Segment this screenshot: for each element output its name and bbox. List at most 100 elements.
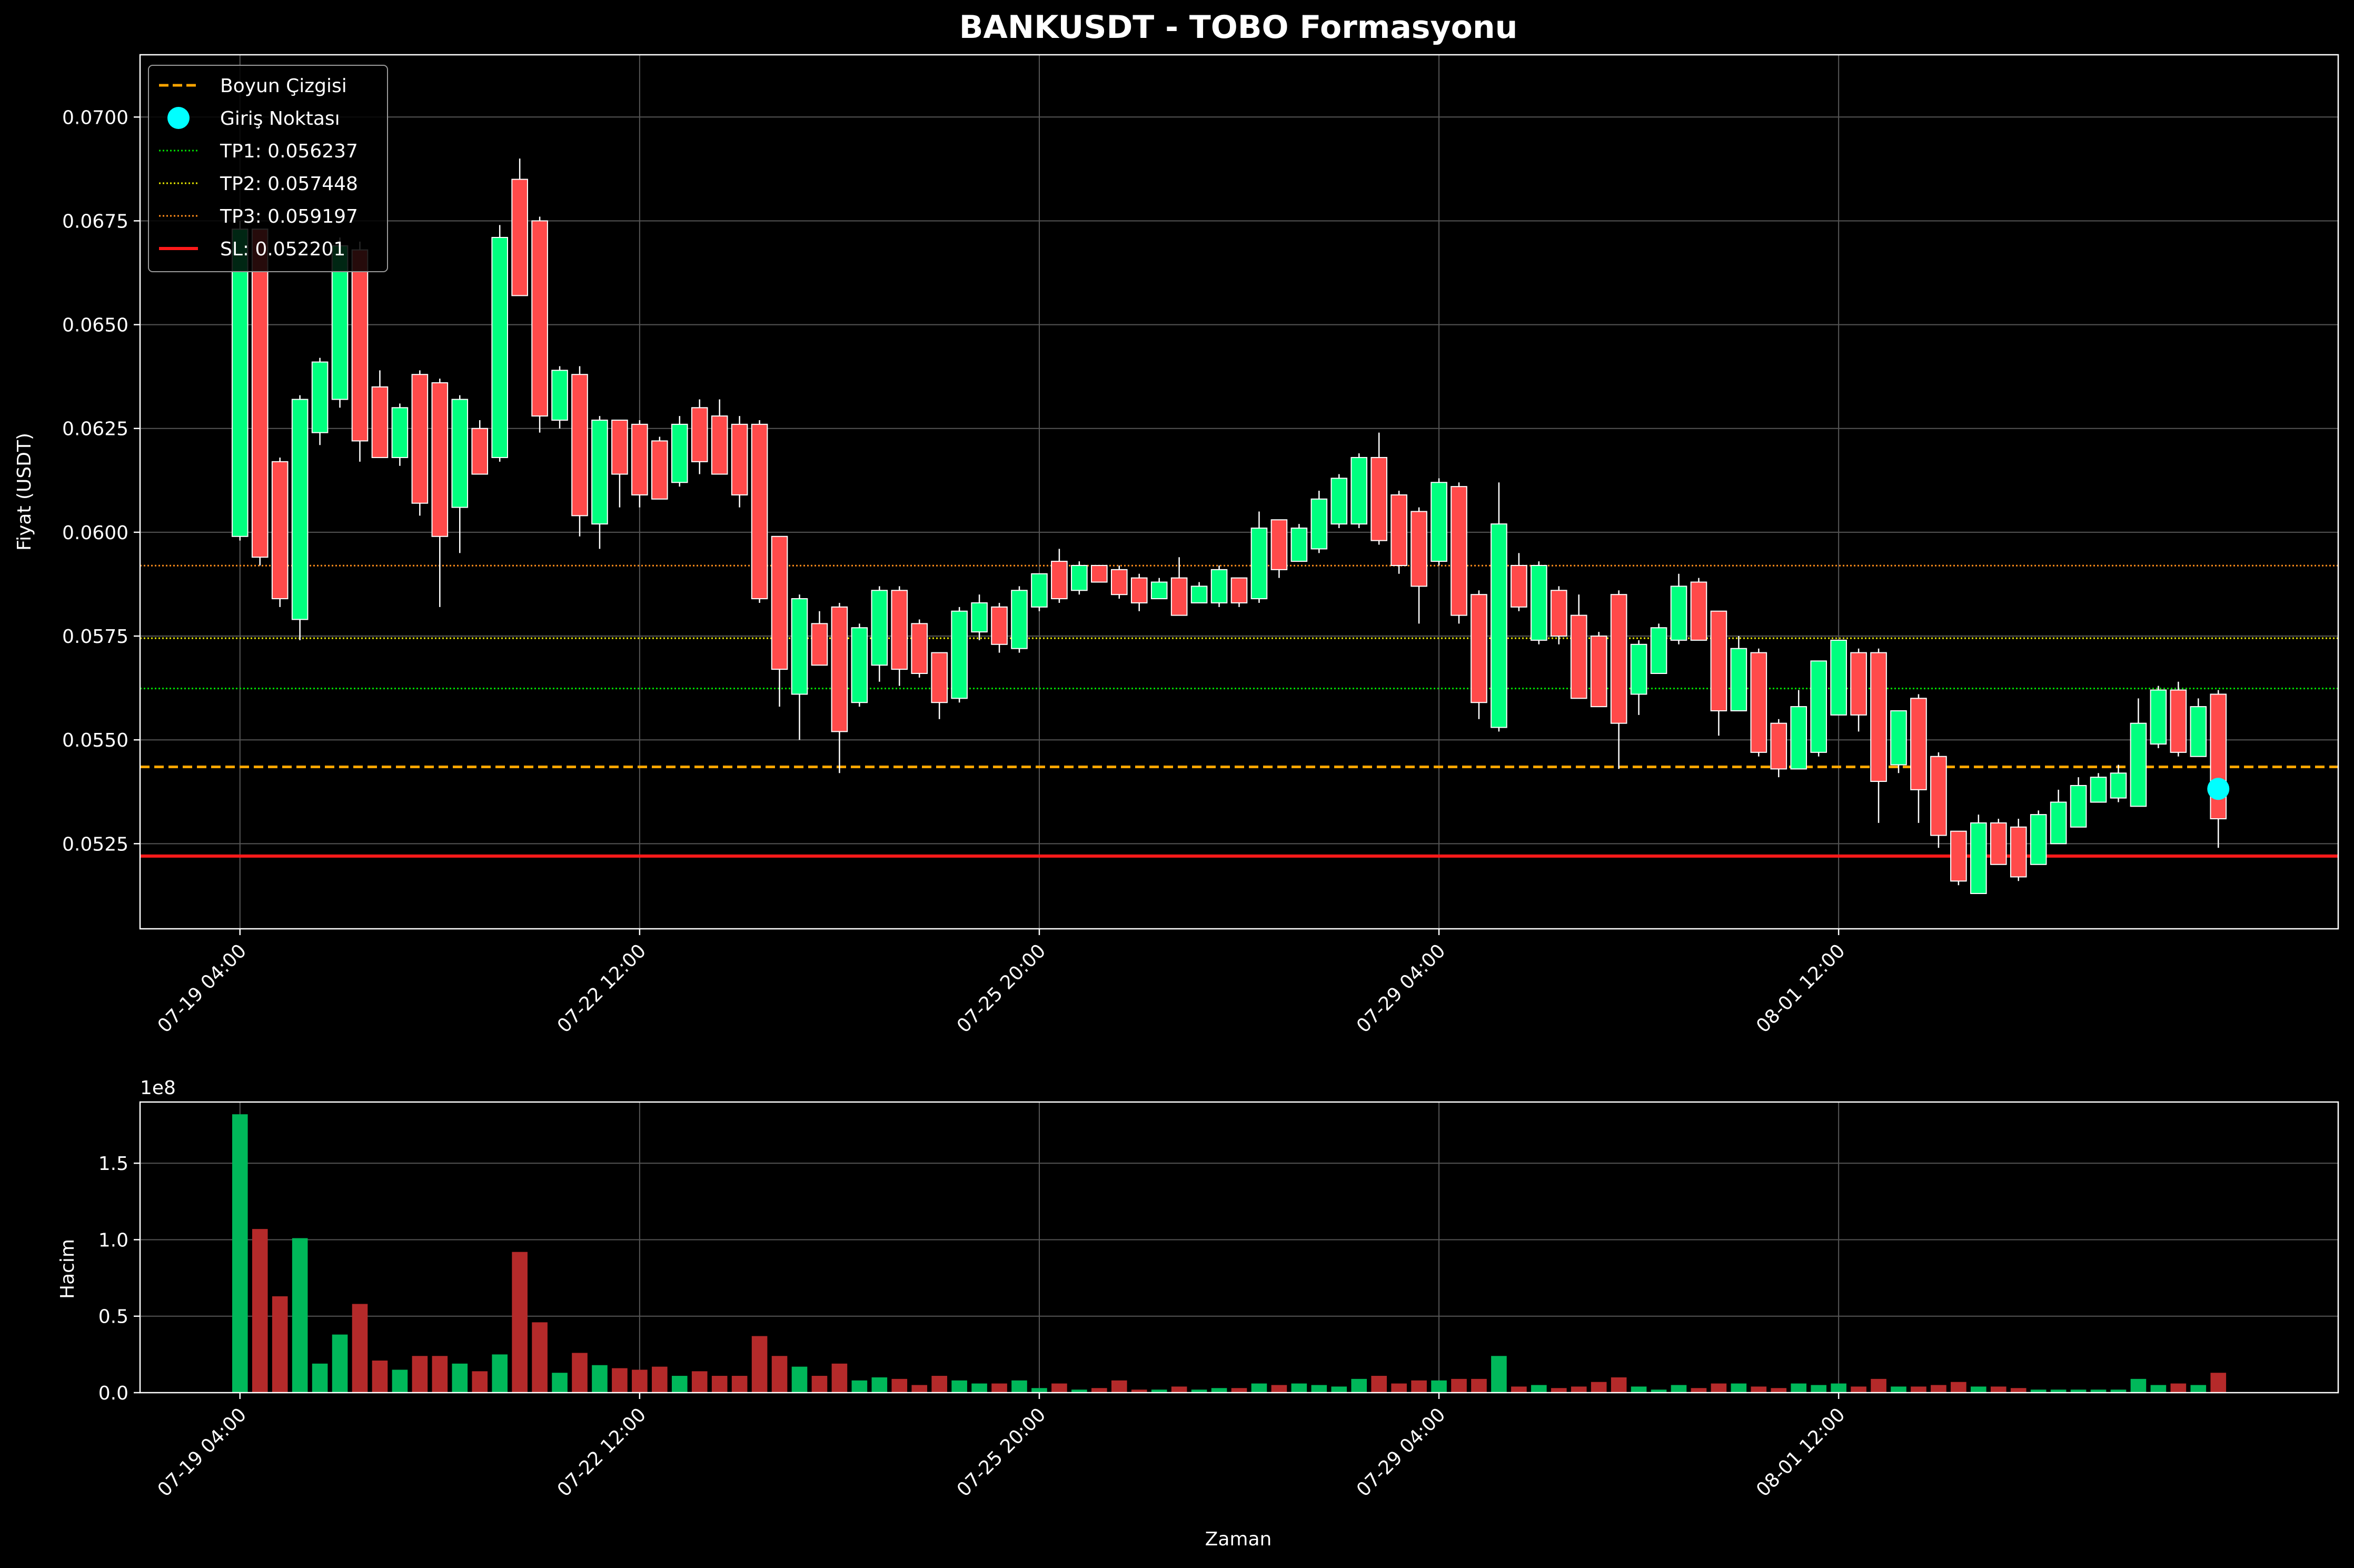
volume-bar xyxy=(452,1363,468,1393)
candle-body-down xyxy=(1870,652,1887,782)
candle-body-up xyxy=(2130,722,2147,807)
candle-body-down xyxy=(1950,830,1967,882)
candle-body-down xyxy=(1451,486,1467,616)
volume-bar xyxy=(272,1296,288,1393)
candle-body-up xyxy=(1491,523,1507,728)
volume-bar xyxy=(472,1371,488,1393)
candle-body-up xyxy=(1890,710,1907,766)
volume-bar xyxy=(831,1363,848,1393)
candle-body-down xyxy=(1590,636,1607,708)
price-y-tick-label: 0.0525 xyxy=(62,833,128,855)
volume-bar xyxy=(1051,1383,1067,1393)
candle-body-up xyxy=(1630,643,1647,695)
price-y-axis-label: Fiyat (USDT) xyxy=(14,433,35,551)
volume-bar xyxy=(1371,1376,1387,1393)
volume-bar xyxy=(1111,1380,1127,1393)
volume-bar xyxy=(1871,1378,1886,1393)
candle-body-down xyxy=(1110,569,1128,596)
volume-bar xyxy=(1951,1382,1966,1393)
volume-bar xyxy=(1411,1380,1427,1393)
candle-body-down xyxy=(1910,698,1927,790)
candle-body-down xyxy=(931,652,948,703)
candle-body-up xyxy=(1150,581,1168,600)
candle-body-up xyxy=(1790,706,1807,770)
volume-bar xyxy=(1751,1386,1767,1393)
volume-bar xyxy=(1451,1378,1467,1393)
candle-body-up xyxy=(791,598,808,695)
volume-bar xyxy=(1651,1390,1667,1393)
candle-body-down xyxy=(1270,519,1288,570)
volume-bar xyxy=(372,1360,388,1393)
volume-bar xyxy=(1531,1385,1547,1393)
legend-label-tp1: TP1: 0.056237 xyxy=(220,141,358,162)
volume-bar xyxy=(1771,1388,1787,1393)
candle-body-up xyxy=(451,399,469,508)
price-y-tick-label: 0.0625 xyxy=(62,419,128,440)
price-y-tick-label: 0.0575 xyxy=(62,626,128,648)
volume-bar xyxy=(592,1365,608,1393)
candle-body-up xyxy=(951,610,968,699)
candle-body-up xyxy=(671,423,688,483)
candle-body-down xyxy=(891,590,908,670)
candle-body-down xyxy=(571,374,588,517)
volume-bar xyxy=(811,1376,828,1393)
candle-body-up xyxy=(1290,528,1308,562)
candle-body-up xyxy=(231,229,249,537)
volume-bar xyxy=(1131,1390,1147,1393)
candle-body-down xyxy=(2210,693,2227,820)
volume-offset-label: 1e8 xyxy=(140,1077,176,1099)
candle-body-up xyxy=(1210,569,1228,603)
volume-bar xyxy=(711,1376,728,1393)
legend-label-tp3: TP3: 0.059197 xyxy=(220,206,358,227)
candle-body-down xyxy=(1370,456,1387,541)
volume-bar xyxy=(791,1366,808,1393)
volume-bar xyxy=(292,1238,308,1393)
candle-body-up xyxy=(2030,814,2047,865)
volume-bar xyxy=(232,1114,248,1393)
volume-bar xyxy=(1251,1383,1267,1393)
candle-body-down xyxy=(1930,756,1947,836)
volume-bar xyxy=(2150,1385,2167,1393)
candle-body-down xyxy=(651,440,668,500)
candle-body-up xyxy=(1531,564,1547,641)
volume-bar xyxy=(532,1322,548,1393)
candle-body-down xyxy=(1750,652,1767,753)
volume-bar xyxy=(1231,1388,1247,1393)
volume-bar xyxy=(1611,1377,1627,1393)
volume-bar xyxy=(572,1353,588,1393)
volume-bar xyxy=(871,1377,888,1393)
volume-bar xyxy=(652,1366,668,1393)
candle-body-down xyxy=(831,606,848,732)
candle-body-up xyxy=(1350,456,1368,525)
candle-body-down xyxy=(1850,652,1867,716)
candle-body-up xyxy=(1071,564,1088,591)
candle-body-down xyxy=(751,423,768,600)
volume-bar xyxy=(1591,1382,1607,1393)
volume-bar-series xyxy=(232,1114,2227,1393)
candle-body-down xyxy=(811,623,828,666)
volume-bar xyxy=(512,1252,528,1393)
price-y-tick-label: 0.0600 xyxy=(62,522,128,544)
candle-body-up xyxy=(291,399,309,620)
volume-bar xyxy=(731,1376,748,1393)
volume-bar xyxy=(1931,1385,1946,1393)
candle-body-down xyxy=(1051,561,1068,600)
price-panel: 0.0525 0.0550 0.0575 0.0600 0.0625 0.0650 0.06… xyxy=(14,54,2339,1037)
volume-bar xyxy=(1351,1378,1367,1393)
candle-body-down xyxy=(1091,564,1108,583)
volume-bar xyxy=(1811,1385,1826,1393)
candle-body-up xyxy=(2150,689,2167,745)
candle-body-up xyxy=(1011,590,1028,649)
volume-bar xyxy=(1491,1356,1507,1393)
legend-label-sl: SL: 0.052201 xyxy=(220,239,345,260)
volume-bar xyxy=(312,1363,328,1393)
volume-bar xyxy=(492,1354,508,1393)
candlestick-series xyxy=(231,158,2227,894)
volume-bar xyxy=(2210,1373,2227,1393)
volume-bar xyxy=(1731,1383,1747,1393)
volume-bar xyxy=(971,1383,987,1393)
candle-body-down xyxy=(911,623,928,674)
volume-bar xyxy=(392,1369,408,1393)
